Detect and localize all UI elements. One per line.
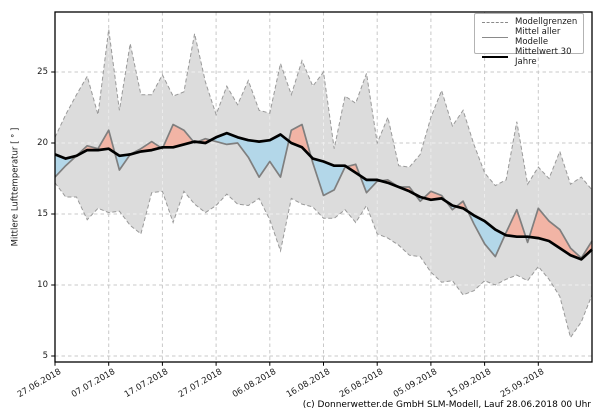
- legend-item: Modellgrenzen: [482, 17, 577, 27]
- y-tick-label: 5: [42, 350, 48, 361]
- warm-anomaly-fill: [505, 209, 526, 237]
- legend-sample-solid-gray-icon: [482, 36, 508, 38]
- legend-item: Mittelwert 30 Jahre: [482, 47, 577, 67]
- figure-caption: (c) Donnerwetter.de GmbH SLM-Modell, Lau…: [302, 400, 591, 410]
- legend-item: Mittel aller Modelle: [482, 27, 577, 47]
- warm-anomaly-fill: [529, 208, 592, 260]
- climate-mean-line: [54, 131, 593, 261]
- legend-label: Modellgrenzen: [515, 17, 578, 27]
- y-axis-label: Mittlere Lufttemperatur [ ° ]: [10, 127, 21, 247]
- cold-anomaly-fill: [468, 211, 506, 257]
- y-tick-label: 10: [37, 279, 48, 290]
- legend-sample-solid-black-icon: [482, 56, 508, 58]
- legend-label: Mittel aller Modelle: [515, 27, 561, 47]
- legend: Modellgrenzen Mittel aller Modelle Mittelw…: [474, 13, 584, 67]
- warm-anomaly-fill: [288, 124, 312, 157]
- legend-sample-dashed-gray-icon: [482, 21, 508, 23]
- legend-label: Mittelwert 30 Jahre: [515, 47, 572, 67]
- cold-anomaly-fill: [210, 133, 289, 178]
- model-mean-line: [54, 123, 593, 259]
- y-tick-label: 15: [37, 208, 48, 219]
- y-tick-label: 20: [37, 137, 48, 148]
- y-tick-label: 25: [37, 66, 48, 77]
- upper-bound-line: [54, 29, 593, 191]
- lower-bound-line: [54, 182, 593, 339]
